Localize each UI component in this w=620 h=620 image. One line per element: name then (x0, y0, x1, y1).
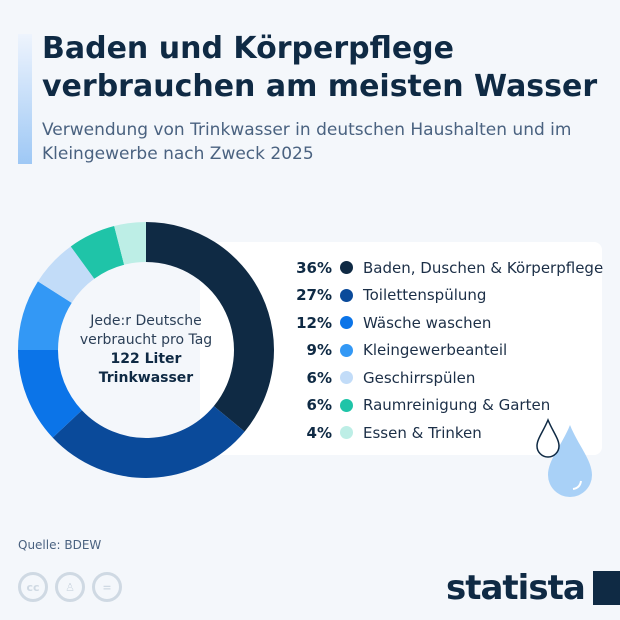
legend-item: 4% Essen & Trinken (280, 419, 603, 447)
legend-value: 27% (296, 286, 332, 305)
legend-value: 6% (306, 396, 332, 415)
legend-label: Raumreinigung & Garten (363, 396, 551, 415)
license-icons: cc ♙ = (18, 572, 122, 602)
legend-swatch (340, 426, 353, 440)
legend-item: 6% Raumreinigung & Garten (280, 392, 603, 420)
logo-mark-icon (592, 571, 620, 605)
person-icon: ♙ (55, 572, 85, 602)
donut-slice (52, 406, 245, 478)
legend-swatch (340, 398, 353, 412)
donut-slice (114, 222, 146, 265)
legend-value: 4% (306, 423, 332, 442)
cc-icon: cc (18, 572, 48, 602)
donut-slice (18, 350, 82, 438)
center-line-2: verbraucht pro Tag (79, 332, 213, 348)
donut-slice (37, 246, 95, 303)
legend: 36% Baden, Duschen & Körperpflege 27% Toile… (280, 254, 603, 447)
legend-swatch (340, 316, 353, 330)
water-drop-icon (536, 418, 592, 497)
legend-item: 6% Geschirrspülen (280, 364, 603, 392)
center-line-1: Jede:r Deutsche (90, 313, 202, 329)
accent-bar (18, 34, 32, 164)
legend-value: 36% (296, 258, 332, 277)
legend-swatch (340, 371, 353, 385)
page-title: Baden und Körperpflege verbrauchen am me… (42, 31, 598, 104)
center-line-3: 122 Liter (110, 351, 182, 367)
legend-value: 6% (306, 368, 332, 387)
donut-slice (18, 281, 72, 350)
legend-item: 9% Kleingewerbeanteil (280, 337, 603, 365)
legend-item: 36% Baden, Duschen & Körperpflege (280, 254, 603, 282)
legend-swatch (340, 288, 353, 302)
donut-center-text: Jede:r Deutsche verbraucht pro Tag 122 L… (58, 312, 234, 388)
center-line-4: Trinkwasser (98, 370, 194, 386)
source: Quelle: BDEW (18, 538, 102, 552)
legend-label: Geschirrspülen (363, 368, 476, 387)
legend-item: 12% Wäsche waschen (280, 309, 603, 337)
legend-item: 27% Toilettenspülung (280, 282, 603, 310)
donut-slice (146, 222, 274, 432)
logo-text: statista (446, 568, 586, 608)
legend-label: Wäsche waschen (363, 313, 492, 332)
statista-logo: statista (446, 568, 620, 608)
legend-value: 9% (306, 341, 332, 360)
legend-swatch (340, 261, 353, 275)
legend-label: Toilettenspülung (363, 286, 487, 305)
legend-label: Baden, Duschen & Körperpflege (363, 258, 604, 277)
legend-label: Essen & Trinken (363, 423, 482, 442)
legend-label: Kleingewerbeanteil (363, 341, 508, 360)
legend-value: 12% (296, 313, 332, 332)
legend-swatch (340, 343, 353, 357)
donut-chart (18, 222, 274, 478)
donut-slice (70, 226, 125, 279)
equals-icon: = (92, 572, 122, 602)
subtitle: Verwendung von Trinkwasser in deutschen … (42, 120, 572, 164)
